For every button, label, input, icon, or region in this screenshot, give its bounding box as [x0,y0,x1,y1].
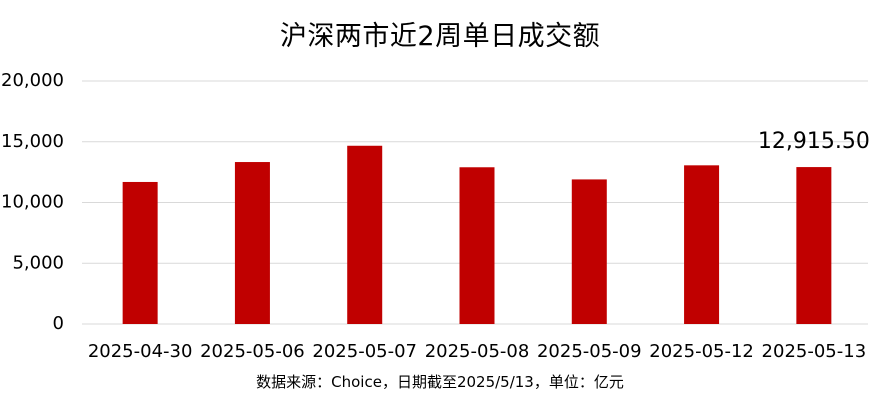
data-labels: 12,915.50 [758,129,870,154]
y-axis-ticks: 0 5,000 10,000 15,000 20,000 [1,70,64,334]
x-tick-label: 2025-05-09 [537,341,642,362]
x-tick-label: 2025-05-12 [649,341,754,362]
y-tick-label: 5,000 [12,252,64,273]
bar [459,167,495,324]
x-tick-label: 2025-05-07 [312,341,417,362]
x-axis-ticks: 2025-04-30 2025-05-06 2025-05-07 2025-05-08… [88,341,866,362]
bar [347,145,383,324]
chart-title: 沪深两市近2周单日成交额 [279,21,601,52]
y-tick-label: 20,000 [1,70,64,91]
source-note: 数据来源：Choice，日期截至2025/5/13，单位：亿元 [256,373,624,391]
bar [234,162,270,324]
bars [122,145,832,324]
x-tick-label: 2025-05-13 [762,341,867,362]
bar [796,167,832,324]
y-tick-label: 10,000 [1,192,64,213]
x-tick-label: 2025-05-06 [200,341,305,362]
bar [684,165,720,324]
x-tick-label: 2025-04-30 [88,341,193,362]
x-tick-label: 2025-05-08 [425,341,530,362]
bar [571,179,607,324]
bar [122,181,158,324]
data-label: 12,915.50 [758,129,870,154]
y-tick-label: 15,000 [1,131,64,152]
y-tick-label: 0 [53,313,64,334]
